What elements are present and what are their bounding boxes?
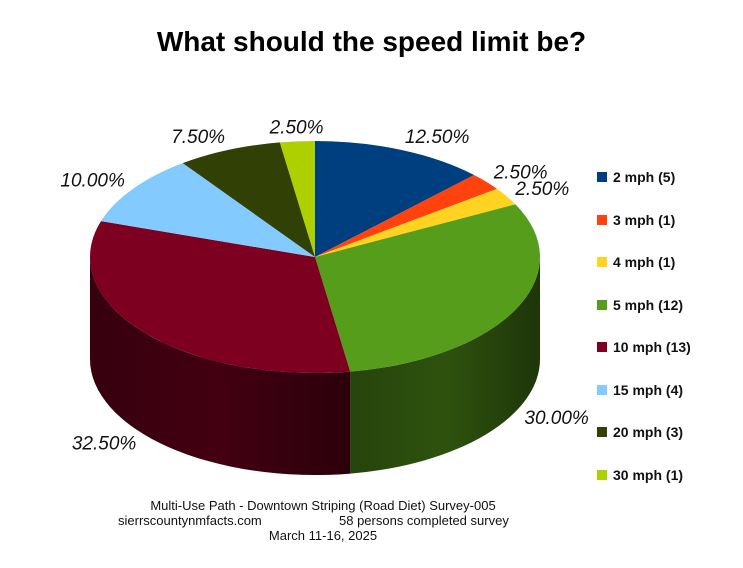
pie-slice-4-mph-1 bbox=[315, 188, 516, 257]
legend-swatch bbox=[597, 469, 607, 480]
pie-label-2-mph-5: 12.50% bbox=[405, 127, 470, 148]
pie-tops bbox=[89, 141, 541, 373]
legend-item-30-mph-1: 30 mph (1) bbox=[597, 467, 691, 510]
legend-label: 3 mph (1) bbox=[613, 211, 676, 228]
legend-label: 5 mph (12) bbox=[613, 296, 684, 313]
pie-side-shade-10-mph-13 bbox=[90, 257, 351, 475]
legend-label: 30 mph (1) bbox=[613, 466, 684, 483]
pie-label-3-mph-1: 2.50% bbox=[493, 163, 548, 184]
legend: 2 mph (5) 3 mph (1) 4 mph (1) 5 mph (12) 10 … bbox=[597, 169, 691, 509]
legend-item-10-mph-13: 10 mph (13) bbox=[597, 339, 691, 382]
legend-label: 2 mph (5) bbox=[613, 169, 676, 185]
legend-swatch bbox=[597, 299, 607, 310]
footer-completed: 58 persons completed survey bbox=[339, 513, 509, 528]
pie-labels: 12.50%2.50%2.50%30.00%32.50%10.00%7.50% 2… bbox=[60, 117, 589, 454]
legend-item-5-mph-12: 5 mph (12) bbox=[597, 297, 691, 340]
legend-item-15-mph-4: 15 mph (4) bbox=[597, 382, 691, 425]
chart-title: What should the speed limit be? bbox=[156, 26, 587, 57]
legend-label: 10 mph (13) bbox=[613, 339, 691, 355]
pie-label-20-mph-3: 7.50% bbox=[171, 127, 225, 148]
pie-label-4-mph-1: 2.50% bbox=[514, 179, 569, 200]
legend-item-20-mph-3: 20 mph (3) bbox=[597, 424, 691, 467]
pie-slice-20-mph-3 bbox=[182, 142, 315, 257]
pie-label-15-mph-4: 10.00% bbox=[60, 171, 125, 192]
legend-item-3-mph-1: 3 mph (1) bbox=[597, 212, 691, 255]
legend-swatch bbox=[597, 427, 607, 437]
footer-survey-name: Multi-Use Path - Downtown Striping (Road… bbox=[150, 498, 496, 513]
pie-label-30-mph-1: 2.50% bbox=[269, 117, 324, 138]
pie-slice-2-mph-5 bbox=[315, 141, 475, 257]
legend-swatch bbox=[597, 214, 607, 225]
pie-slice-15-mph-4 bbox=[101, 163, 315, 257]
footer-site: sierrscountynmfacts.com bbox=[118, 513, 262, 528]
legend-label: 15 mph (4) bbox=[613, 381, 684, 398]
legend-swatch bbox=[597, 172, 607, 182]
pie-slice-3-mph-1 bbox=[315, 174, 498, 257]
pie-slice-30-mph-1 bbox=[279, 141, 315, 257]
legend-label: 4 mph (1) bbox=[613, 254, 676, 270]
legend-label: 20 mph (3) bbox=[613, 424, 684, 440]
legend-swatch bbox=[597, 257, 607, 267]
pie-slice-10-mph-13 bbox=[89, 221, 351, 373]
pie-label-10-mph-13: 32.50% bbox=[72, 433, 137, 454]
pie-slice-5-mph-12 bbox=[315, 204, 541, 372]
legend-swatch bbox=[597, 342, 607, 352]
footer-dates: March 11-16, 2025 bbox=[268, 528, 378, 543]
pie-side-shade-5-mph-12 bbox=[350, 257, 540, 474]
legend-item-4-mph-1: 4 mph (1) bbox=[597, 254, 691, 297]
footer: Multi-Use Path - Downtown Striping (Road… bbox=[0, 498, 743, 543]
pie-sides bbox=[90, 257, 540, 475]
legend-item-2-mph-5: 2 mph (5) bbox=[597, 169, 691, 212]
legend-swatch bbox=[597, 384, 607, 395]
pie-label-5-mph-12: 30.00% bbox=[524, 408, 589, 429]
